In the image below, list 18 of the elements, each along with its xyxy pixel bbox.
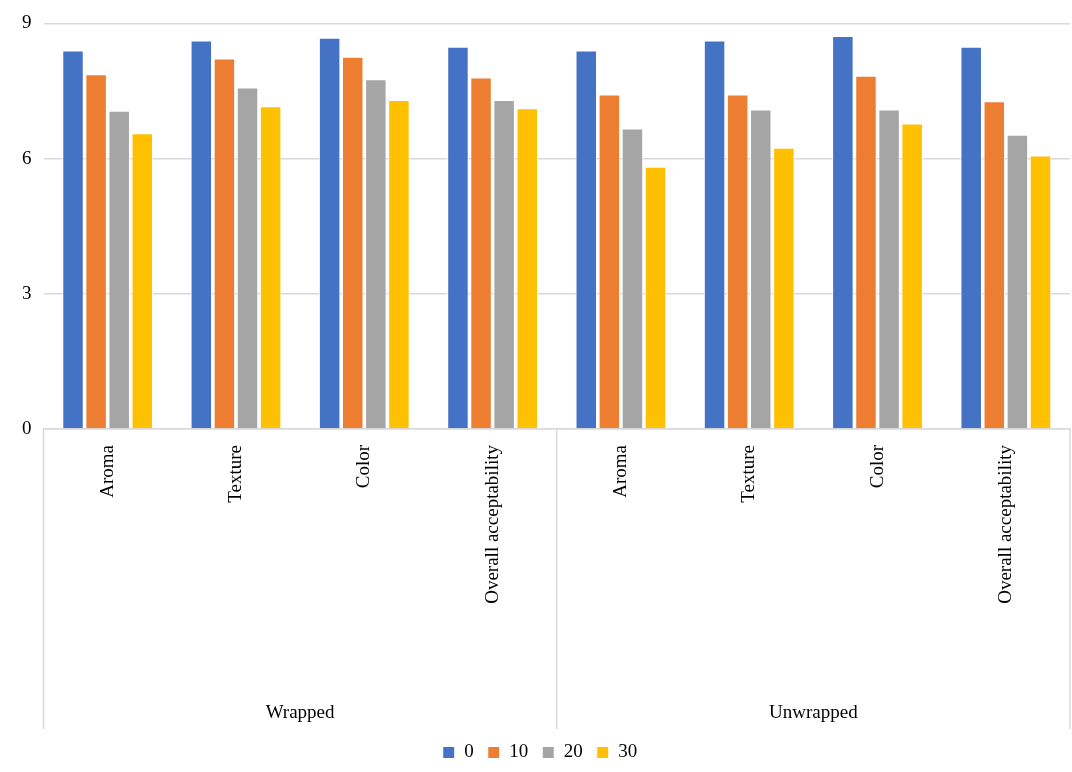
text: Unwrapped [769,700,859,722]
x-tick-label: Color [352,444,374,489]
x-tick-label: Texture [737,445,759,503]
legend-label: 20 [563,740,583,762]
legend-label: 30 [618,740,638,762]
legend-label: 10 [509,740,529,762]
text: Wrapped [265,700,336,722]
x-tick-label: Texture [223,445,245,503]
legend-label: 0 [464,740,474,762]
y-tick-label: 9 [22,11,32,33]
x-tick-label: Overall acceptability [480,444,502,604]
x-tick-label: Color [865,444,887,489]
x-tick-label: Aroma [608,444,630,498]
y-tick-label: 0 [22,416,32,438]
y-tick-label: 3 [22,281,32,303]
x-tick-label: Overall acceptability [993,444,1015,604]
x-tick-label: Aroma [95,444,117,498]
y-tick-label: 6 [22,146,32,168]
